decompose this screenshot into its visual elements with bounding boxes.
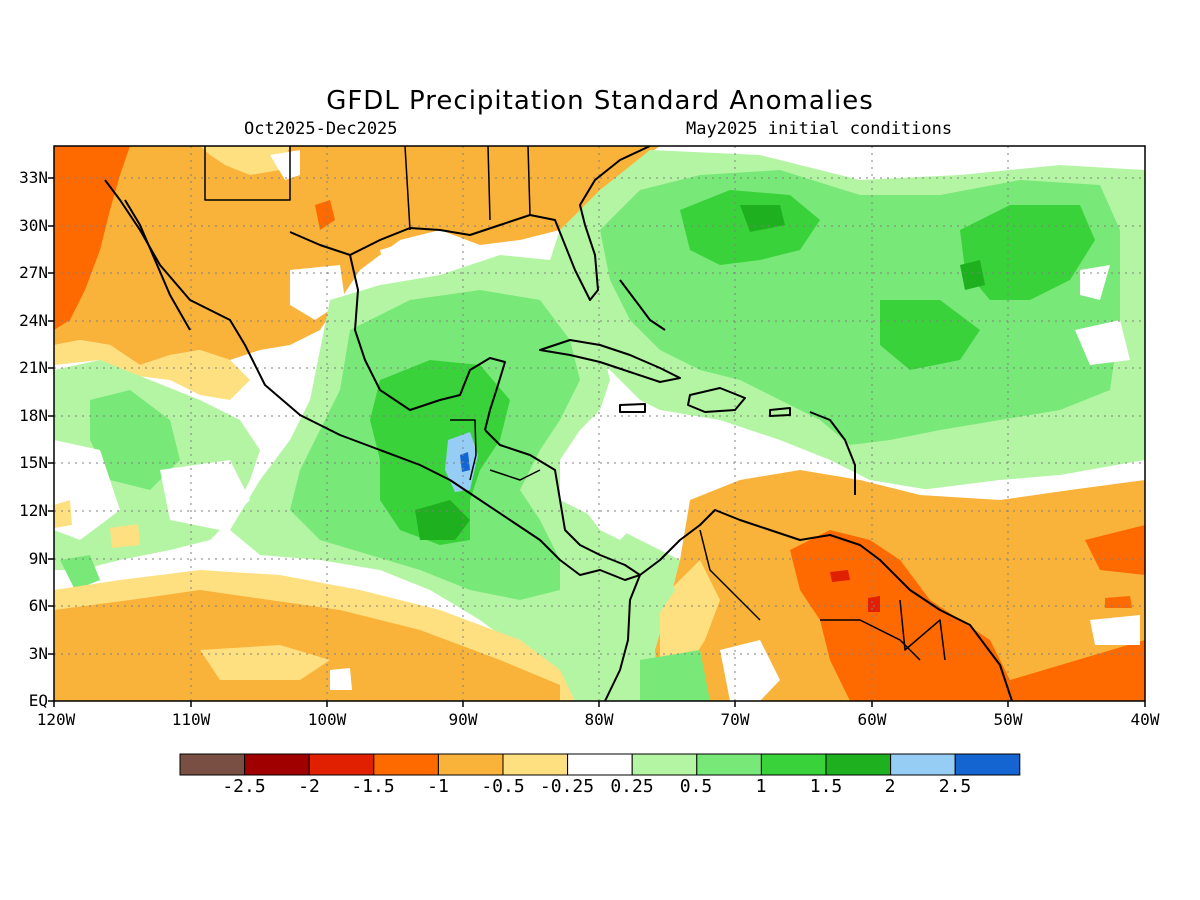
colorbar-label: -0.25 [539,776,595,797]
colorbar-label: -2.5 [222,776,266,797]
colorbar-label: 0.5 [679,776,713,797]
lat-label-27n: 27N [19,263,48,282]
lon-label-50w: 50W [993,710,1023,729]
colorbar-label: -1 [427,776,449,797]
lon-label-100w: 100W [307,710,347,729]
lat-label-eq: EQ [28,691,48,710]
colorbar-label: 2 [884,776,896,797]
colorbar-label: -1.5 [351,776,395,797]
anomaly-field [54,146,1145,701]
initial-conditions: May2025 initial conditions [686,119,953,139]
lat-label-18n: 18N [19,406,48,425]
colorbar-swatch [567,753,633,776]
colorbar-swatch [890,753,956,776]
colorbar-swatch [502,753,569,776]
lat-label-12n: 12N [19,501,48,520]
colorbar-swatch [308,753,375,776]
colorbar-label: -2 [298,776,320,797]
colorbar-label: 2.5 [938,776,972,797]
lon-label-70w: 70W [720,710,750,729]
colorbar-label: 1.5 [809,776,843,797]
coastlines [104,146,1013,701]
lat-label-24n: 24N [19,311,48,330]
colorbar-swatch [437,753,504,776]
lat-label-30n: 30N [19,216,48,235]
graticule [54,146,1145,701]
colorbar-label: -0.5 [481,776,525,797]
anomaly-region-baja-strong-dry [54,146,130,330]
lon-label-120w: 120W [36,710,76,729]
colorbar-swatch [179,753,246,776]
lon-label-110w: 110W [171,710,211,729]
colorbar-swatch [373,753,439,776]
lon-label-60w: 60W [857,710,887,729]
colorbar-swatch [954,753,1021,776]
lat-label-21n: 21N [19,358,48,377]
colorbar-swatch [825,753,892,776]
lon-label-40w: 40W [1130,710,1160,729]
colorbar-swatch [244,753,310,776]
colorbar [179,753,1021,776]
colorbar-label: 0.25 [610,776,654,797]
forecast-period: Oct2025-Dec2025 [244,119,398,139]
lon-label-90w: 90W [448,710,478,729]
colorbar-swatch [631,753,698,776]
map-title: GFDL Precipitation Standard Anomalies [326,86,874,116]
colorbar-swatch [760,753,827,776]
colorbar-label: 1 [755,776,767,797]
lat-label-15n: 15N [19,453,48,472]
lon-label-80w: 80W [584,710,614,729]
lat-label-33n: 33N [19,168,48,187]
lat-label-3n: 3N [28,644,48,663]
colorbar-swatch [696,753,762,776]
lat-label-6n: 6N [28,596,48,615]
lat-label-9n: 9N [28,549,48,568]
